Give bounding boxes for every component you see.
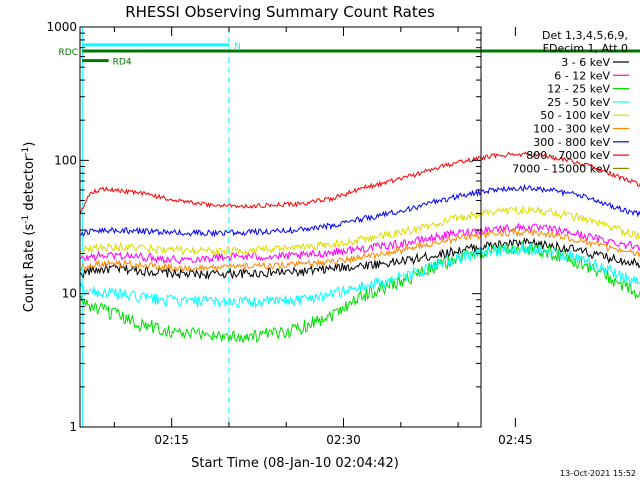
legend-entry-label-7: 800 - 7000 keV bbox=[526, 149, 610, 162]
y-axis-label-part3: ) bbox=[22, 142, 37, 147]
x-tick-label-2: 02:45 bbox=[498, 433, 533, 447]
y-tick-label-2: 100 bbox=[54, 153, 77, 167]
series-lines bbox=[79, 151, 640, 344]
legend-header-line2: FDecim 1, Att 0 bbox=[543, 42, 628, 55]
y-axis-label: Count Rate (s-1 detector-1) bbox=[21, 142, 37, 313]
legend-entry-label-1: 6 - 12 keV bbox=[554, 69, 610, 82]
legend-entry-label-5: 100 - 300 keV bbox=[533, 123, 610, 136]
y-axis-label-sup1: -1 bbox=[21, 215, 31, 224]
series-line-1 bbox=[79, 222, 640, 265]
x-tick-label-0: 02:15 bbox=[154, 433, 189, 447]
y-tick-label-3: 1000 bbox=[46, 20, 77, 34]
flag-bars: N RDC RD4 bbox=[59, 42, 640, 68]
x-tick-label-1: 02:30 bbox=[326, 433, 361, 447]
y-tick-label-1: 10 bbox=[62, 287, 77, 301]
plot-frame bbox=[79, 26, 482, 428]
legend-entry-label-6: 300 - 800 keV bbox=[533, 136, 610, 149]
flag-label-rdc: RDC bbox=[59, 48, 78, 58]
legend-entry-label-3: 25 - 50 keV bbox=[547, 96, 610, 109]
chart-title: RHESSI Observing Summary Count Rates bbox=[125, 3, 435, 21]
series-line-6 bbox=[79, 183, 640, 238]
legend-header-line1: Det 1,3,4,5,6,9, bbox=[542, 29, 628, 42]
series-line-2 bbox=[79, 241, 640, 344]
flag-label-n: N bbox=[234, 42, 241, 52]
y-tick-label-0: 1 bbox=[69, 420, 77, 434]
legend-entry-label-0: 3 - 6 keV bbox=[561, 56, 610, 69]
flag-label-rd4: RD4 bbox=[113, 58, 132, 68]
legend: Det 1,3,4,5,6,9, FDecim 1, Att 0 3 - 6 k… bbox=[512, 29, 629, 175]
legend-entry-label-2: 12 - 25 keV bbox=[547, 83, 610, 96]
series-line-3 bbox=[79, 243, 640, 309]
series-line-7 bbox=[79, 151, 640, 215]
x-axis-label: Start Time (08-Jan-10 02:04:42) bbox=[191, 456, 399, 471]
series-line-5 bbox=[79, 227, 640, 274]
y-axis-label-part1: Count Rate (s bbox=[22, 224, 37, 313]
legend-entry-label-4: 50 - 100 keV bbox=[540, 109, 610, 122]
y-axis-label-sup2: -1 bbox=[21, 147, 31, 156]
time-marker-lines bbox=[81, 27, 230, 427]
y-axis: 1 10 100 1000 bbox=[46, 20, 481, 434]
legend-entry-label-8: 7000 - 15000 keV bbox=[512, 162, 610, 175]
footer-timestamp: 13-Oct-2021 15:52 bbox=[560, 469, 636, 478]
y-axis-label-part2: detector bbox=[22, 155, 37, 215]
series-line-0 bbox=[79, 236, 640, 280]
series-line-4 bbox=[79, 205, 640, 257]
